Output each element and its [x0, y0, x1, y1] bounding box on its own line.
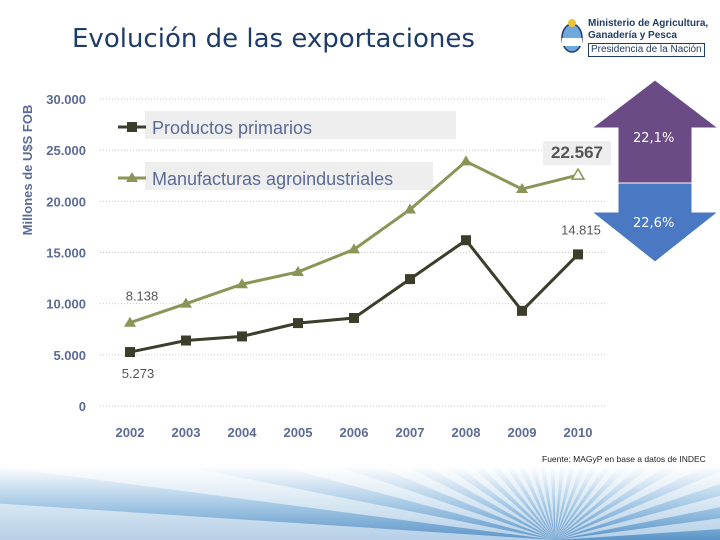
- sun-ray: [0, 466, 555, 540]
- annotation-label: 22.567: [551, 143, 603, 162]
- x-tick-label: 2006: [340, 425, 369, 440]
- sun-ray: [458, 466, 555, 540]
- y-tick-label: 25.000: [46, 143, 86, 158]
- legend-box: [145, 111, 456, 139]
- bottom-sunburst-band: [0, 466, 720, 540]
- y-tick-label: 20.000: [46, 194, 86, 209]
- data-point-square: [517, 305, 527, 316]
- data-point-square: [573, 249, 583, 260]
- data-point-triangle: [404, 203, 416, 214]
- y-tick-label: 5.000: [53, 348, 86, 363]
- sun-ray: [555, 466, 581, 540]
- slide-title: Evolución de las exportaciones: [72, 24, 475, 54]
- data-point-triangle: [236, 278, 248, 289]
- data-point-square: [125, 347, 135, 358]
- series-line: [129, 238, 580, 354]
- annotation-label: 14.815: [561, 222, 601, 237]
- sun-ray: [481, 466, 555, 540]
- y-tick-label: 15.000: [46, 246, 86, 261]
- sun-ray: [555, 466, 640, 540]
- sun-ray: [555, 466, 706, 540]
- legend-box: [145, 162, 433, 190]
- logo-line-2: Ganadería y Pesca: [588, 30, 677, 41]
- y-tick-label: 10.000: [46, 297, 86, 312]
- data-point-triangle: [570, 167, 586, 180]
- legend-triangle-marker: [126, 172, 138, 182]
- logo-line-1: Ministerio de Agricultura,: [588, 18, 709, 29]
- x-tick-label: 2002: [116, 425, 145, 440]
- ministry-logo: Ministerio de Agricultura, Ganadería y P…: [560, 16, 710, 60]
- data-point-square: [461, 235, 471, 246]
- data-point-triangle: [348, 243, 360, 254]
- x-tick-label: 2004: [228, 425, 258, 440]
- sun-ray: [545, 466, 555, 540]
- logo-text: Ministerio de Agricultura, Ganadería y P…: [588, 18, 708, 57]
- data-point-triangle: [124, 316, 136, 327]
- y-axis-label: Millones de U$S FOB: [20, 105, 35, 236]
- sun-ray: [555, 466, 592, 540]
- legend-label: Manufacturas agroindustriales: [152, 169, 393, 189]
- data-point-square: [349, 312, 359, 323]
- exports-line-chart: Millones de U$S FOB 0 5.000 10.000 15.000 20…: [20, 79, 720, 440]
- sun-ray: [535, 466, 555, 540]
- sun-ray: [555, 466, 570, 540]
- sun-ray: [278, 466, 555, 540]
- sun-ray: [555, 466, 605, 540]
- sun-ray: [555, 466, 620, 540]
- data-point-square: [293, 318, 303, 329]
- logo-line-3: Presidencia de la Nación: [588, 43, 705, 57]
- arrow-up-icon: [590, 79, 720, 184]
- data-point-square: [181, 335, 191, 346]
- y-tick-label: 30.000: [46, 92, 86, 107]
- data-point-triangle: [292, 265, 304, 276]
- x-tick-label: 2007: [396, 425, 425, 440]
- data-point-triangle: [180, 297, 192, 308]
- data-point-square: [405, 274, 415, 285]
- data-point-triangle: [516, 183, 528, 194]
- sun-ray: [555, 471, 720, 540]
- x-tick-label: 2005: [284, 425, 313, 440]
- x-tick-label: 2010: [564, 425, 593, 440]
- data-point-triangle: [460, 155, 472, 166]
- sun-ray: [512, 466, 555, 540]
- sun-ray: [555, 518, 720, 540]
- sun-ray: [555, 466, 666, 540]
- x-tick-label: 2008: [452, 425, 481, 440]
- sun-ray: [426, 466, 555, 540]
- source-note: Fuente: MAGyP en base a datos de INDEC: [542, 454, 706, 464]
- x-tick-label: 2009: [508, 425, 537, 440]
- annotation-box: [543, 141, 611, 166]
- sun-ray: [498, 466, 555, 540]
- arrow-up-label: 22,1%: [633, 131, 675, 146]
- legend-label: Productos primarios: [152, 118, 312, 138]
- arrow-down-label: 22,6%: [633, 216, 675, 231]
- argentina-emblem-icon: [561, 19, 583, 53]
- sun-ray: [524, 466, 555, 540]
- x-tick-label: 2003: [172, 425, 201, 440]
- sun-ray: [555, 466, 560, 540]
- data-point-square: [237, 331, 247, 342]
- annotation-label: 5.273: [122, 366, 155, 381]
- legend-square-marker: [127, 122, 137, 132]
- sun-ray: [376, 466, 555, 540]
- y-tick-label: 0: [79, 399, 86, 414]
- annotation-label: 8.138: [126, 289, 159, 304]
